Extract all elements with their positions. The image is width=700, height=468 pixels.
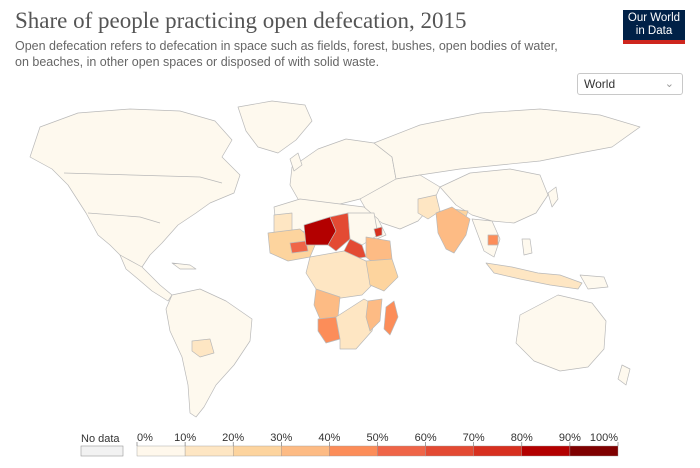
legend-bin[interactable]: [473, 445, 523, 457]
region-cuba[interactable]: [171, 262, 197, 270]
legend-tick-label: 30%: [270, 432, 292, 444]
legend-no-data-swatch: [80, 445, 124, 457]
region-madagascar[interactable]: [383, 300, 399, 336]
region-indonesia[interactable]: [485, 262, 583, 290]
region-australia[interactable]: [515, 294, 607, 372]
region-india[interactable]: [435, 206, 471, 254]
legend-tick-label: 0%: [137, 432, 153, 444]
legend-no-data-label: No data: [81, 433, 120, 445]
chart-title: Share of people practicing open defecati…: [15, 8, 467, 33]
chart-subtitle: Open defecation refers to defecation in …: [15, 39, 558, 69]
owid-logo[interactable]: Our World in Data: [623, 10, 685, 44]
region-central-africa[interactable]: [305, 250, 379, 300]
legend-bin[interactable]: [232, 445, 282, 457]
region-usa-divider: [87, 212, 161, 224]
region-namibia[interactable]: [317, 316, 341, 344]
logo-line2: in Data: [635, 25, 673, 37]
region-russia[interactable]: [373, 108, 641, 180]
legend-tick-label: 50%: [366, 432, 388, 444]
region-mozambique[interactable]: [365, 298, 383, 332]
legend-bin[interactable]: [329, 445, 378, 457]
legend-bin[interactable]: [136, 445, 186, 457]
chevron-down-icon: ⌄: [664, 78, 674, 90]
region-pakistan[interactable]: [417, 194, 441, 220]
legend-tick-label: 40%: [318, 432, 340, 444]
region-bolivia[interactable]: [191, 338, 215, 358]
region-central-america[interactable]: [119, 254, 173, 302]
region-east-africa[interactable]: [365, 258, 399, 292]
region-select[interactable]: World ⌄: [577, 73, 683, 95]
region-se-asia[interactable]: [471, 218, 501, 258]
region-greenland[interactable]: [237, 100, 313, 154]
region-eritrea[interactable]: [373, 226, 383, 238]
legend-tick-label: 90%: [559, 432, 581, 444]
region-burkina-faso[interactable]: [289, 240, 309, 254]
legend-tick-label: 10%: [174, 432, 196, 444]
region-north-america[interactable]: [29, 108, 241, 268]
region-philippines[interactable]: [521, 238, 533, 256]
region-select-value: World: [584, 77, 616, 91]
legend-bin[interactable]: [184, 445, 234, 457]
region-japan[interactable]: [547, 186, 559, 208]
legend-tick-label: 60%: [415, 432, 437, 444]
legend-bin[interactable]: [521, 445, 571, 457]
logo-line1: Our World: [627, 12, 681, 24]
region-uk[interactable]: [289, 152, 303, 172]
legend-tick-label: 80%: [511, 432, 533, 444]
region-cambodia[interactable]: [487, 234, 499, 246]
color-legend: No data 0% 10% 20% 30% 40% 50% 60% 70% 80% 90% 100…: [80, 432, 619, 457]
legend-tick-label: 100%: [590, 432, 618, 444]
legend-bin[interactable]: [377, 445, 426, 457]
legend-tick-label: 70%: [463, 432, 485, 444]
region-canada-divider: [63, 172, 223, 184]
legend-bin[interactable]: [281, 445, 330, 457]
world-map: [29, 100, 641, 418]
legend-bin[interactable]: [569, 445, 619, 457]
region-png[interactable]: [579, 274, 609, 290]
region-nz[interactable]: [617, 364, 631, 386]
legend-tick-label: 20%: [222, 432, 244, 444]
legend-bin[interactable]: [425, 445, 474, 457]
